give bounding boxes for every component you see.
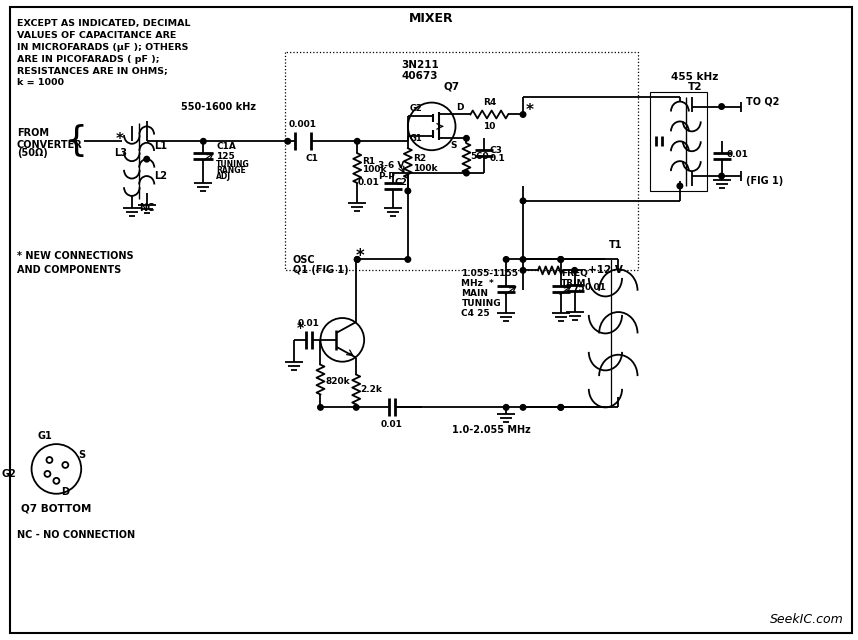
Text: R1: R1 [362, 157, 375, 166]
Text: R4: R4 [483, 97, 496, 106]
Text: Q1 (FIG 1): Q1 (FIG 1) [293, 266, 348, 275]
Text: L2: L2 [154, 171, 166, 181]
Text: C3: C3 [489, 146, 502, 155]
Circle shape [317, 404, 323, 410]
Text: * NEW CONNECTIONS
AND COMPONENTS: * NEW CONNECTIONS AND COMPONENTS [16, 250, 133, 275]
Text: 560: 560 [470, 152, 489, 161]
Circle shape [285, 138, 291, 144]
Text: Q7 BOTTOM: Q7 BOTTOM [21, 504, 92, 514]
Circle shape [719, 173, 724, 179]
Circle shape [558, 404, 564, 410]
Text: TRIM: TRIM [561, 279, 586, 288]
Text: *: * [526, 103, 534, 118]
Circle shape [405, 257, 411, 262]
Text: 3N211: 3N211 [401, 60, 438, 70]
Circle shape [572, 268, 577, 273]
Text: L1: L1 [154, 141, 166, 151]
Text: C2: C2 [395, 179, 408, 188]
Text: +12 V: +12 V [588, 266, 622, 275]
Circle shape [677, 183, 683, 189]
Text: G1: G1 [410, 134, 423, 143]
Text: NC: NC [139, 203, 154, 213]
Text: MIXER: MIXER [409, 12, 454, 25]
Text: SeekIC.com: SeekIC.com [770, 612, 843, 626]
Text: 550-1600 kHz: 550-1600 kHz [181, 102, 256, 111]
Text: EXCEPT AS INDICATED, DECIMAL
VALUES OF CAPACITANCE ARE
IN MICROFARADS (μF ); OTH: EXCEPT AS INDICATED, DECIMAL VALUES OF C… [16, 19, 190, 87]
Text: 1.055-1155: 1.055-1155 [462, 269, 518, 278]
Circle shape [520, 112, 526, 117]
Text: 0.01: 0.01 [298, 319, 319, 328]
Text: S: S [78, 450, 85, 460]
Text: G2: G2 [410, 104, 423, 113]
Text: (50Ω): (50Ω) [16, 148, 47, 158]
Text: G2: G2 [2, 469, 16, 479]
Text: 100k: 100k [362, 164, 387, 173]
Text: S: S [450, 141, 456, 150]
Text: {: { [64, 124, 88, 158]
Text: FROM
CONVERTER: FROM CONVERTER [16, 129, 82, 150]
Circle shape [463, 136, 469, 141]
Text: 455 kHz: 455 kHz [671, 72, 718, 82]
Circle shape [520, 268, 526, 273]
Text: TO Q2: TO Q2 [746, 97, 780, 107]
Text: 2.2k: 2.2k [360, 385, 382, 394]
Text: L3: L3 [114, 148, 128, 158]
Text: NC - NO CONNECTION: NC - NO CONNECTION [16, 531, 135, 541]
Circle shape [463, 170, 469, 176]
Text: 820k: 820k [325, 377, 350, 386]
Circle shape [354, 138, 360, 144]
Text: T1: T1 [608, 239, 622, 250]
Text: 0.01: 0.01 [727, 150, 748, 159]
Text: 0.01: 0.01 [584, 283, 607, 292]
Circle shape [144, 156, 149, 162]
Text: 75: 75 [572, 284, 585, 292]
Text: T2: T2 [687, 82, 702, 92]
Text: G1: G1 [37, 431, 51, 441]
Circle shape [405, 188, 411, 194]
Text: ADJ: ADJ [216, 172, 232, 180]
Text: TUNING: TUNING [462, 299, 501, 308]
Text: TUNING: TUNING [216, 159, 250, 168]
Circle shape [353, 404, 359, 410]
Text: RANGE: RANGE [216, 166, 246, 175]
Text: 0.01: 0.01 [357, 179, 379, 188]
Text: *: * [116, 132, 124, 147]
Text: 40673: 40673 [402, 71, 438, 81]
Circle shape [520, 404, 526, 410]
Circle shape [558, 404, 564, 410]
Text: C4 25: C4 25 [462, 309, 490, 318]
Text: 0.001: 0.001 [288, 120, 317, 129]
Text: 3-6 V
P-P: 3-6 V P-P [378, 161, 404, 180]
Text: 0.1: 0.1 [489, 154, 505, 163]
Circle shape [354, 257, 360, 262]
Text: D: D [61, 487, 69, 497]
Circle shape [520, 198, 526, 204]
Text: *: * [297, 321, 305, 335]
Text: 1.0-2.055 MHz: 1.0-2.055 MHz [452, 425, 530, 435]
Circle shape [504, 257, 509, 262]
Text: 10: 10 [483, 122, 495, 131]
Text: *: * [356, 248, 365, 266]
Circle shape [520, 257, 526, 262]
Circle shape [201, 138, 206, 144]
Circle shape [719, 104, 724, 109]
Text: 125: 125 [216, 152, 235, 161]
Text: 0.01: 0.01 [381, 420, 403, 429]
Text: MHz  *: MHz * [462, 279, 494, 288]
Text: Q7: Q7 [444, 82, 460, 92]
Text: C1: C1 [305, 154, 318, 163]
Text: 100k: 100k [413, 164, 438, 173]
Text: FREQ: FREQ [561, 269, 588, 278]
Circle shape [558, 257, 564, 262]
Text: C1A: C1A [216, 142, 236, 151]
Text: MAIN: MAIN [462, 289, 488, 298]
Circle shape [558, 257, 564, 262]
Text: D: D [456, 104, 464, 113]
Circle shape [504, 404, 509, 410]
Text: (FIG 1): (FIG 1) [746, 176, 783, 186]
Text: R2: R2 [413, 154, 426, 163]
Text: OSC: OSC [293, 255, 315, 266]
Circle shape [354, 257, 360, 262]
